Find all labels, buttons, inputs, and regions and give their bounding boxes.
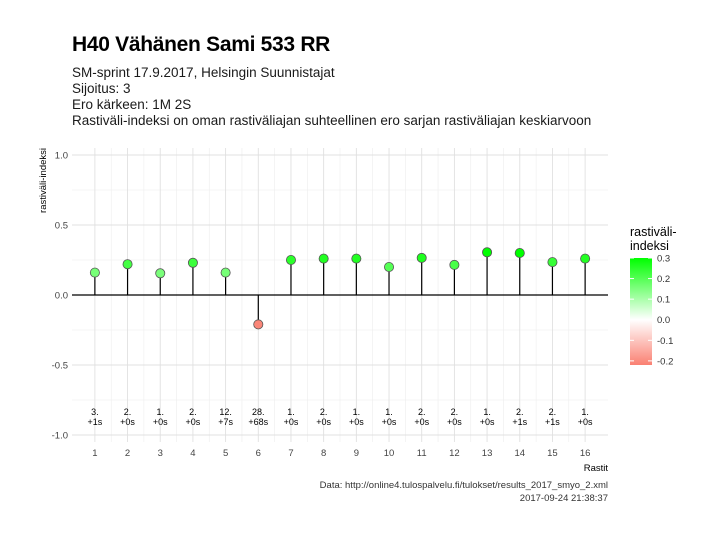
split-rank-label: 1. [287,407,295,417]
split-rank-label: 28. [252,407,265,417]
color-legend: 0.3 0.2 0.1 0.0 -0.1 -0.2 [630,254,673,367]
split-rank-label: 2. [549,407,557,417]
x-axis-title: Rastit [584,463,609,474]
data-point [122,259,133,270]
split-diff-label: +0s [480,417,495,427]
data-point [547,257,558,268]
split-diff-label: +0s [316,417,331,427]
x-tick-label: 16 [580,448,591,459]
x-tick-label: 2 [125,448,130,459]
y-tick-label: -0.5 [52,361,68,372]
split-diff-label: +0s [186,417,201,427]
legend-title: rastiväli- indeksi [630,225,677,253]
split-rank-label: 2. [320,407,328,417]
split-rank-label: 1. [385,407,393,417]
split-diff-label: +0s [382,417,397,427]
x-tick-label: 11 [417,448,427,459]
x-tick-label: 13 [482,448,493,459]
legend-tick-label: 0.3 [657,254,670,265]
split-diff-label: +1s [545,417,560,427]
timestamp-caption: 2017-09-24 21:38:37 [519,493,608,504]
chart-title: H40 Vähänen Sami 533 RR [72,33,331,56]
x-tick-label: 9 [354,448,359,459]
data-point [89,267,100,278]
split-rank-label: 1. [581,407,589,417]
split-diff-label: +7s [218,417,233,427]
subtitle-rank: Sijoitus: 3 [72,81,131,96]
x-tick-label: 5 [223,448,228,459]
split-diff-label: +0s [349,417,364,427]
axes: -1.0-0.50.00.51.01 2 3 4 5 6 7 8 9 10 11 12 13 14 15 16… [38,148,608,474]
subtitle-event: SM-sprint 17.9.2017, Helsingin Suunnista… [72,65,335,80]
split-rank-label: 2. [451,407,459,417]
x-tick-label: 1 [92,448,97,459]
data-point [253,319,264,330]
split-rank-label: 2. [189,407,197,417]
x-tick-label: 7 [288,448,293,459]
data-point [482,247,493,258]
x-tick-label: 10 [384,448,395,459]
split-rank-label: 3. [91,407,99,417]
split-diff-label: +0s [578,417,593,427]
data-point [580,253,591,264]
x-tick-label: 6 [256,448,261,459]
legend-title-line1: rastiväli- [630,225,677,239]
split-diff-label: +0s [414,417,429,427]
data-point [416,252,427,263]
subtitle-gap: Ero kärkeen: 1M 2S [72,97,192,112]
y-tick-label: 0.0 [55,291,68,302]
y-tick-label: 0.5 [55,221,68,232]
split-rank-label: 12. [219,407,232,417]
split-rank-label: 1. [156,407,164,417]
data-point [384,261,395,272]
x-tick-label: 14 [514,448,525,459]
x-tick-label: 15 [547,448,558,459]
split-labels: 3.+1s2.+0s1.+0s2.+0s12.+7s28.+68s1.+0s2.… [87,407,593,427]
x-tick-label: 3 [158,448,163,459]
data-point [285,254,296,265]
split-rank-label: 1. [483,407,491,417]
legend-tick-label: 0.2 [657,274,670,285]
y-axis-title: rastiväli-indeksi [38,148,49,213]
legend-colorbar [630,258,652,365]
data-point [514,247,525,258]
split-diff-label: +0s [284,417,299,427]
points [89,247,591,330]
split-rank-label: 2. [516,407,524,417]
split-diff-label: +1s [512,417,527,427]
data-point [220,267,231,278]
legend-tick-label: -0.2 [657,356,673,367]
split-rank-label: 2. [124,407,132,417]
legend-tick-label: 0.1 [657,295,670,306]
legend-tick-label: -0.1 [657,336,673,347]
data-point [155,268,166,279]
data-point [318,253,329,264]
split-diff-label: +1s [87,417,102,427]
legend-tick-label: 0.0 [657,315,670,326]
x-tick-label: 12 [449,448,460,459]
subtitle-description: Rastiväli-indeksi on oman rastiväliajan … [72,113,592,128]
x-tick-label: 4 [190,448,195,459]
data-source-caption: Data: http://online4.tulospalvelu.fi/tul… [319,480,608,491]
x-tick-label: 8 [321,448,326,459]
split-diff-label: +0s [447,417,462,427]
stems [94,252,586,325]
y-tick-label: -1.0 [52,431,68,442]
legend-title-line2: indeksi [630,239,669,253]
y-tick-label: 1.0 [55,151,68,162]
split-diff-label: +68s [248,417,268,427]
split-rank-label: 1. [353,407,361,417]
data-point [351,253,362,264]
split-rank-label: 2. [418,407,426,417]
split-diff-label: +0s [120,417,135,427]
data-point [187,257,198,268]
split-diff-label: +0s [153,417,168,427]
data-point [449,259,460,270]
